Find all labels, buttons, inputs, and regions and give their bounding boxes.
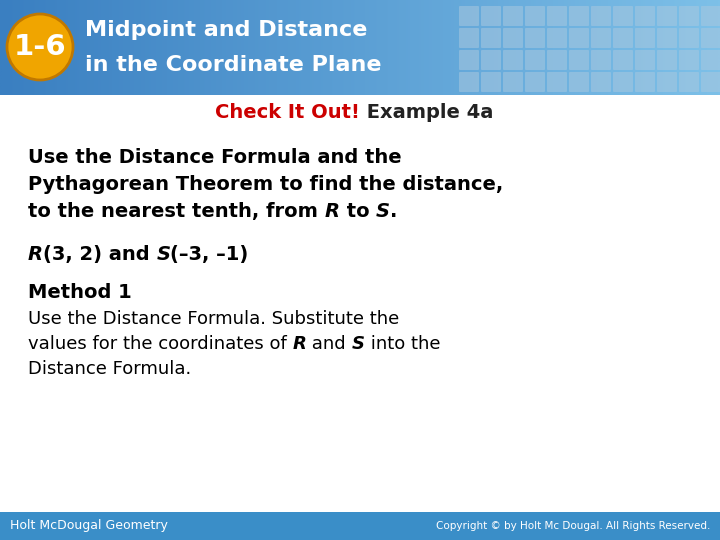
FancyBboxPatch shape (459, 28, 479, 48)
Text: values for the coordinates of: values for the coordinates of (28, 335, 292, 353)
FancyBboxPatch shape (503, 72, 523, 92)
FancyBboxPatch shape (525, 28, 545, 48)
Text: S: S (352, 335, 365, 353)
FancyBboxPatch shape (613, 6, 633, 26)
Text: S: S (376, 202, 390, 221)
Text: Copyright © by Holt Mc Dougal. All Rights Reserved.: Copyright © by Holt Mc Dougal. All Right… (436, 521, 710, 531)
Text: Example 4a: Example 4a (360, 103, 493, 122)
FancyBboxPatch shape (459, 72, 479, 92)
FancyBboxPatch shape (679, 6, 699, 26)
FancyBboxPatch shape (0, 512, 720, 540)
FancyBboxPatch shape (569, 6, 589, 26)
Text: into the: into the (365, 335, 440, 353)
FancyBboxPatch shape (701, 28, 720, 48)
FancyBboxPatch shape (613, 28, 633, 48)
FancyBboxPatch shape (525, 72, 545, 92)
Text: Check It Out!: Check It Out! (215, 103, 360, 122)
Text: 1-6: 1-6 (14, 33, 66, 61)
FancyBboxPatch shape (591, 28, 611, 48)
Text: Distance Formula.: Distance Formula. (28, 360, 192, 378)
Text: Method 1: Method 1 (28, 283, 132, 302)
Text: R: R (292, 335, 307, 353)
FancyBboxPatch shape (613, 50, 633, 70)
Text: S: S (156, 245, 171, 264)
FancyBboxPatch shape (657, 50, 677, 70)
FancyBboxPatch shape (591, 72, 611, 92)
FancyBboxPatch shape (591, 6, 611, 26)
Text: R: R (325, 202, 340, 221)
Circle shape (7, 14, 73, 80)
FancyBboxPatch shape (657, 28, 677, 48)
FancyBboxPatch shape (547, 28, 567, 48)
FancyBboxPatch shape (547, 72, 567, 92)
FancyBboxPatch shape (481, 6, 501, 26)
FancyBboxPatch shape (635, 6, 655, 26)
Text: (–3, –1): (–3, –1) (171, 245, 248, 264)
FancyBboxPatch shape (547, 50, 567, 70)
FancyBboxPatch shape (569, 28, 589, 48)
FancyBboxPatch shape (613, 72, 633, 92)
Text: Use the Distance Formula. Substitute the: Use the Distance Formula. Substitute the (28, 310, 400, 328)
Text: .: . (390, 202, 397, 221)
FancyBboxPatch shape (503, 6, 523, 26)
FancyBboxPatch shape (481, 50, 501, 70)
Text: and: and (307, 335, 352, 353)
FancyBboxPatch shape (459, 50, 479, 70)
Text: Holt McDougal Geometry: Holt McDougal Geometry (10, 519, 168, 532)
FancyBboxPatch shape (657, 6, 677, 26)
Text: to: to (340, 202, 376, 221)
FancyBboxPatch shape (591, 50, 611, 70)
FancyBboxPatch shape (481, 28, 501, 48)
FancyBboxPatch shape (679, 72, 699, 92)
Text: (3, 2) and: (3, 2) and (43, 245, 156, 264)
FancyBboxPatch shape (525, 6, 545, 26)
FancyBboxPatch shape (701, 72, 720, 92)
FancyBboxPatch shape (679, 28, 699, 48)
FancyBboxPatch shape (635, 50, 655, 70)
FancyBboxPatch shape (503, 28, 523, 48)
FancyBboxPatch shape (635, 28, 655, 48)
Text: Pythagorean Theorem to find the distance,: Pythagorean Theorem to find the distance… (28, 175, 503, 194)
Text: in the Coordinate Plane: in the Coordinate Plane (85, 55, 382, 75)
FancyBboxPatch shape (569, 72, 589, 92)
Text: Use the Distance Formula and the: Use the Distance Formula and the (28, 148, 402, 167)
FancyBboxPatch shape (525, 50, 545, 70)
FancyBboxPatch shape (503, 50, 523, 70)
FancyBboxPatch shape (701, 50, 720, 70)
FancyBboxPatch shape (569, 50, 589, 70)
FancyBboxPatch shape (459, 6, 479, 26)
FancyBboxPatch shape (701, 6, 720, 26)
Text: to the nearest tenth, from: to the nearest tenth, from (28, 202, 325, 221)
FancyBboxPatch shape (679, 50, 699, 70)
Text: Midpoint and Distance: Midpoint and Distance (85, 20, 367, 40)
FancyBboxPatch shape (481, 72, 501, 92)
FancyBboxPatch shape (657, 72, 677, 92)
FancyBboxPatch shape (635, 72, 655, 92)
FancyBboxPatch shape (547, 6, 567, 26)
Text: R: R (28, 245, 43, 264)
